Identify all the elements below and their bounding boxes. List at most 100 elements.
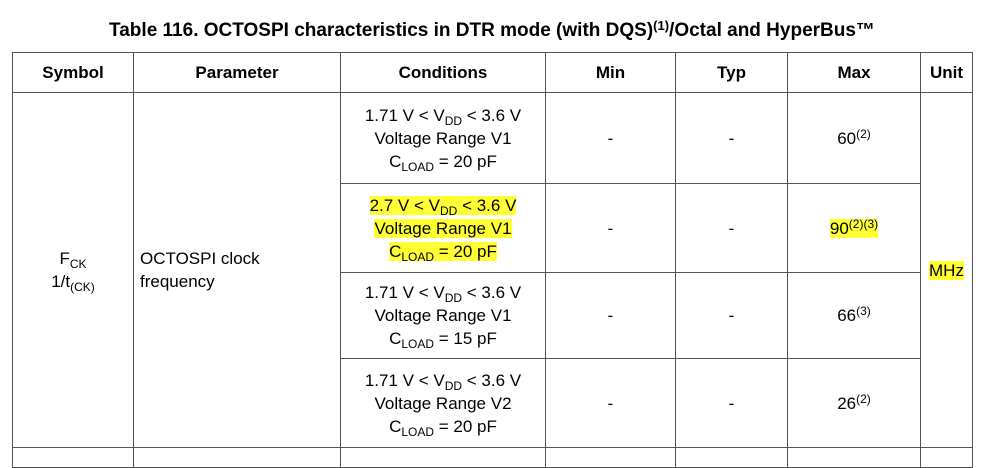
condition-text: 1.71 V < VDD < 3.6 V [364,370,522,393]
column-header: Min [545,52,676,93]
condition-text: 1.71 V < VDD < 3.6 V [364,283,522,305]
condition-line: Voltage Range V1 [341,127,545,150]
condition-line: CLOAD = 20 pF [341,150,545,173]
condition: 1.71 V < V [364,370,445,390]
condition-line: CLOAD = 15 pF [341,327,545,350]
column-header: Conditions [340,52,546,93]
title-text: Table 116. OCTOSPI characteristics in DT… [109,20,654,41]
max: 66 [837,306,857,325]
condition-line: Voltage Range V1 [341,217,545,240]
min-cell: - [545,92,676,184]
symbol-alt-sub: (CK) [70,280,95,294]
title-note: (1) [653,18,670,33]
table-title: Table 116. OCTOSPI characteristics in DT… [0,18,984,42]
condition-text: Voltage Range V1 [374,129,511,148]
typ-cell: - [675,183,788,273]
condition-line: CLOAD = 20 pF [341,415,545,438]
condition-sub: DD [444,378,463,393]
symbol: F [59,249,70,268]
max: 26 [837,393,857,413]
condition-sub: LOAD [401,249,435,264]
condition-text: 2.7 V < VDD < 3.6 V [369,195,517,217]
min-cell: - [545,272,676,359]
condition-sub: LOAD [401,424,435,439]
empty-cell [787,447,921,468]
empty-cell [675,447,788,468]
condition-text: Voltage Range V1 [374,306,511,325]
parameter-line: frequency [140,272,215,291]
condition: C [389,416,402,436]
condition: < 3.6 V [462,283,522,302]
condition-text: CLOAD = 20 pF [389,416,497,439]
empty-cell [545,447,676,468]
data-row: 2.7 V < VDD < 3.6 V Voltage Range V1 CLOAD… [13,183,973,273]
empty-cell [133,447,341,468]
column-header: Symbol [12,52,134,93]
condition-line: Voltage Range V1 [341,304,545,327]
min-cell: - [545,183,676,273]
condition-text: CLOAD = 15 pF [389,329,497,351]
data-row: 1.71 V < VDD < 3.6 V Voltage Range V2 CLOA… [13,358,973,448]
condition-text: Voltage Range V1 [374,218,512,238]
condition-line: 1.71 V < VDD < 3.6 V [341,104,545,127]
condition-sub: DD [444,113,463,128]
max-cell: 26(2) [787,358,921,448]
max-notes: (2)(3) [848,216,879,231]
max-value: 26(2) [837,391,871,413]
condition-line: CLOAD = 20 pF [341,240,545,263]
conditions-cell: 1.71 V < VDD < 3.6 V Voltage Range V2 CLOA… [340,358,546,448]
condition: < 3.6 V [462,370,522,390]
conditions-cell: 2.7 V < VDD < 3.6 V Voltage Range V1 CLOAD… [340,183,546,273]
condition: Voltage Range V1 [374,128,512,148]
condition-text: 1.71 V < VDD < 3.6 V [364,105,522,128]
max: 60 [837,128,857,148]
parameter-line: OCTOSPI clock [140,249,260,268]
max-cell: 60(2) [787,92,921,184]
max: 90 [829,218,849,238]
symbol-line: 1/t(CK) [13,270,133,293]
data-row: FCK 1/t(CK) OCTOSPI clock frequency 1.71 V <… [12,92,973,448]
max-notes: (2) [856,126,871,141]
max-notes: (2) [856,391,871,406]
condition-sub: LOAD [401,337,435,351]
empty-cell [340,447,546,468]
condition: < 3.6 V [462,105,522,125]
condition: 1.71 V < V [364,283,445,302]
min-cell: - [545,358,676,448]
condition: 2.7 V < V [369,195,440,215]
condition: = 20 pF [434,151,497,171]
column-header: Max [787,52,921,93]
condition-line: 1.71 V < VDD < 3.6 V [341,369,545,392]
condition: Voltage Range V1 [374,306,512,325]
condition-text: CLOAD = 20 pF [389,241,497,264]
max-cell: 90(2)(3) [787,183,921,273]
symbol-sub: CK [69,257,87,271]
condition-line: 1.71 V < VDD < 3.6 V [341,281,545,304]
condition: Voltage Range V1 [374,218,512,238]
unit-cell: MHz [920,92,973,448]
condition: 1.71 V < V [364,105,445,125]
typ-cell: - [675,92,788,184]
max-cell: 66(3) [787,272,921,359]
empty-cell [920,447,973,468]
max-notes: (3) [856,304,871,318]
empty-cell [12,447,134,468]
condition: C [389,329,402,348]
condition-text: CLOAD = 20 pF [389,151,497,173]
condition-sub: DD [444,291,463,305]
column-header: Typ [675,52,788,93]
max-value: 60(2) [837,126,871,148]
data-row: 1.71 V < VDD < 3.6 V Voltage Range V1 CLOA… [13,272,973,359]
continued-row [12,447,973,468]
column-header: Parameter [133,52,341,93]
symbol-cell: FCK 1/t(CK) [12,92,134,448]
condition: C [389,151,402,171]
title-rest: /Octal and HyperBus™ [669,20,875,41]
condition: Voltage Range V2 [374,393,512,413]
symbol-alt: 1/t [51,272,71,291]
parameter-cell: OCTOSPI clock frequency [133,92,341,448]
typ-cell: - [675,272,788,359]
condition: = 15 pF [434,329,497,348]
max-value: 66(3) [837,304,871,325]
column-header: Unit [920,52,973,93]
